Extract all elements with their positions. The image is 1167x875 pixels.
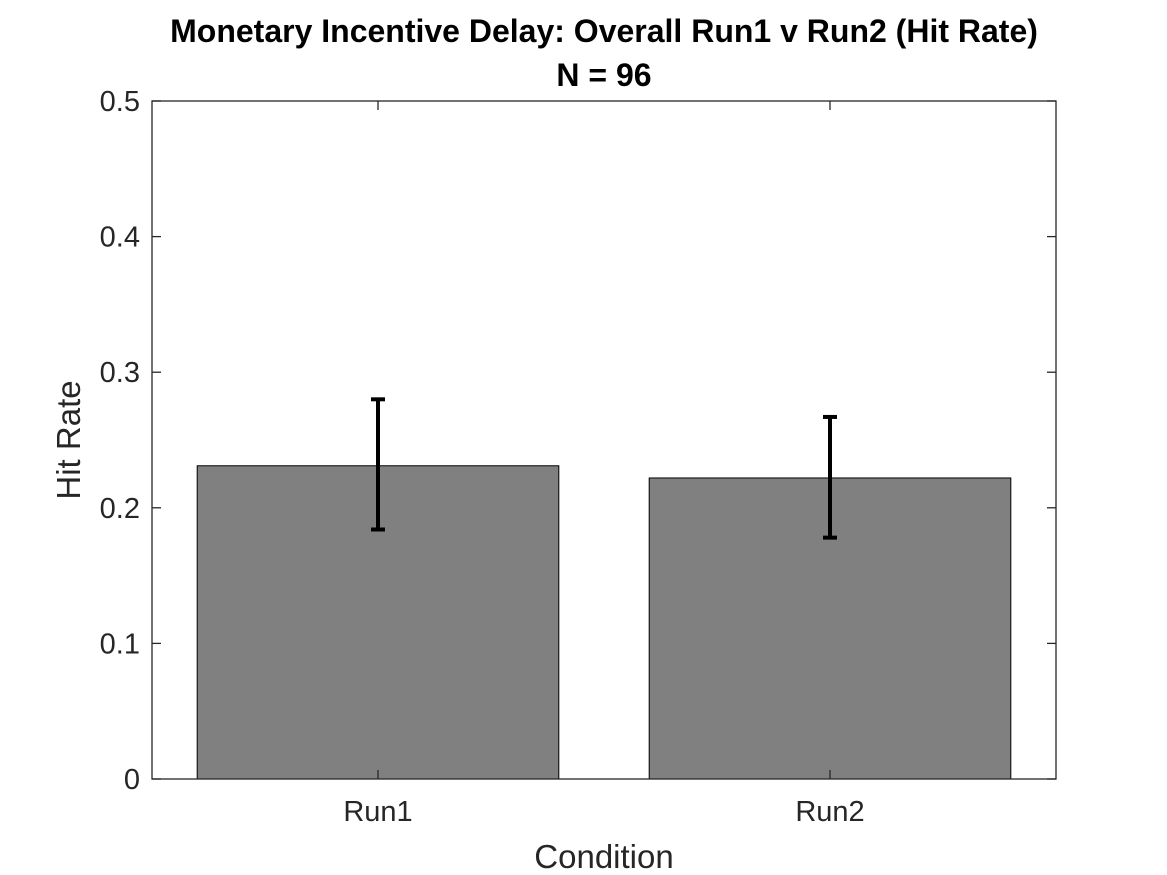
y-tick-label: 0.5 (100, 86, 140, 118)
ticks-layer (152, 100, 1056, 780)
x-axis-label: Condition (534, 838, 673, 875)
chart-title: Monetary Incentive Delay: Overall Run1 v… (170, 13, 1038, 49)
y-tick-labels: 0 0.1 0.2 0.3 0.4 0.5 (100, 86, 140, 796)
x-tick-label-run1: Run1 (343, 796, 412, 828)
errorbars-layer (371, 397, 837, 540)
errorbar-run2 (823, 414, 837, 540)
y-tick-label: 0.3 (100, 357, 140, 389)
y-tick-label: 0.1 (100, 628, 140, 660)
y-tick-label: 0.2 (100, 493, 140, 525)
y-tick-label: 0 (124, 764, 140, 796)
y-tick-label: 0.4 (100, 222, 140, 254)
x-tick-labels: Run1 Run2 (343, 796, 864, 828)
y-axis-label: Hit Rate (50, 380, 87, 499)
errorbar-run1 (371, 397, 385, 532)
axes-box (151, 100, 1057, 780)
chart-subtitle: N = 96 (556, 57, 651, 93)
x-tick-label-run2: Run2 (795, 796, 864, 828)
